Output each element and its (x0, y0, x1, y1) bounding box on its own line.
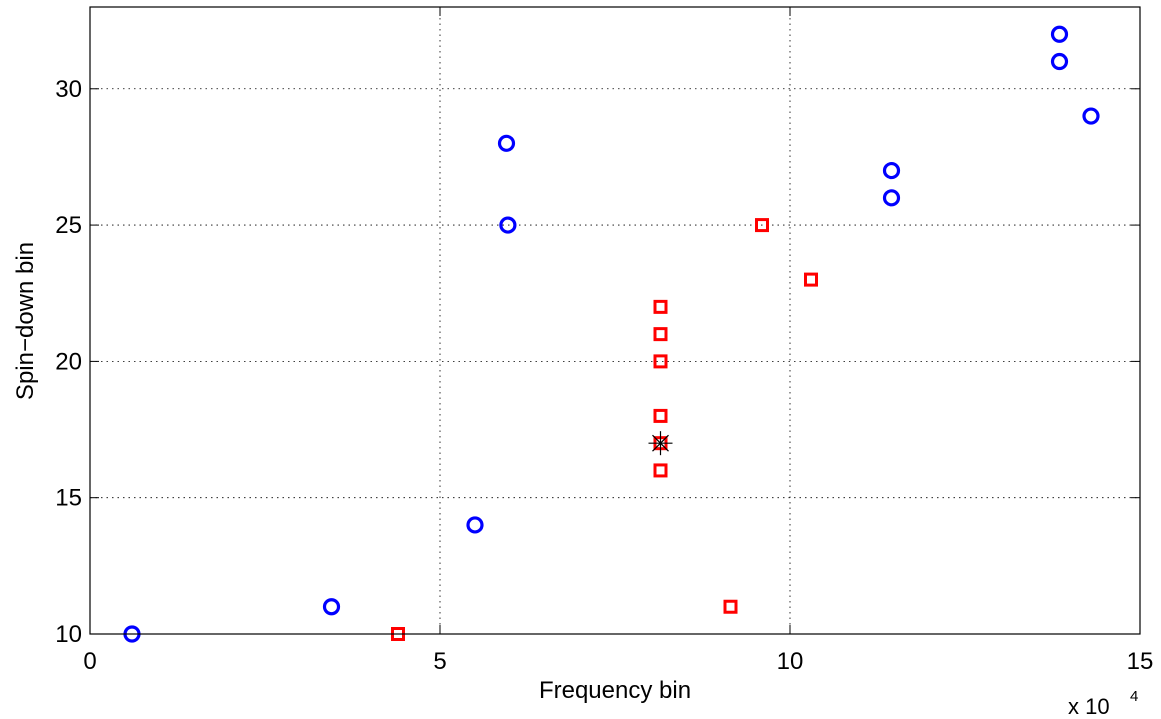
circle-point (497, 134, 516, 152)
plot-background (90, 7, 1140, 634)
y-tick-label: 30 (55, 76, 82, 103)
square-point (653, 408, 668, 423)
grid-lines (90, 7, 1140, 634)
x-tick-label: 15 (1127, 648, 1154, 675)
circle-point (1082, 107, 1100, 125)
y-tick-label: 15 (55, 485, 82, 512)
y-axis-label: Spin−down bin (12, 242, 39, 400)
square-point (653, 354, 668, 369)
circle-point (882, 161, 901, 180)
x-tick-label: 0 (83, 648, 96, 675)
circle-point (322, 598, 341, 616)
tick-labels: 0 5 10 15 10 15 20 25 30 (55, 76, 1153, 675)
square-point (804, 272, 818, 287)
x-axis-label: Frequency bin (539, 677, 691, 704)
circle-point (1050, 25, 1069, 43)
circle-point (466, 516, 484, 534)
square-point (755, 218, 769, 233)
circle-point (499, 216, 517, 234)
square-point (723, 599, 738, 614)
y-tick-label: 10 (55, 621, 82, 648)
star-point (648, 431, 673, 456)
plot-frame (89, 6, 1141, 635)
y-tick-label: 20 (55, 348, 82, 375)
x-tick-label: 10 (777, 648, 804, 675)
square-point (653, 463, 668, 478)
square-point (653, 299, 668, 314)
x-axis-multiplier-exponent: 4 (1130, 688, 1138, 705)
square-point (653, 327, 668, 342)
y-tick-label: 25 (55, 212, 82, 239)
x-axis-multiplier: x 10 (1068, 694, 1110, 719)
circle-point (1050, 52, 1069, 71)
x-tick-label: 5 (433, 648, 446, 675)
circle-point (882, 189, 901, 207)
